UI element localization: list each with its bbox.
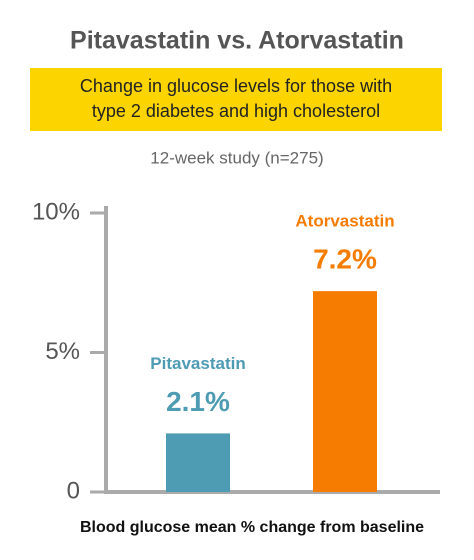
bar <box>313 291 377 492</box>
y-tick-label: 10% <box>32 198 80 225</box>
study-note: 12-week study (n=275) <box>150 148 323 167</box>
value-label: 7.2% <box>313 244 377 275</box>
x-axis-label: Blood glucose mean % change from baselin… <box>80 519 424 536</box>
y-tick-label: 0 <box>67 477 80 504</box>
y-tick-label: 5% <box>45 338 80 365</box>
bar <box>166 433 230 492</box>
bar-category-label: Pitavastatin <box>150 354 245 373</box>
subtitle: type 2 diabetes and high cholesterol <box>92 101 380 121</box>
chart-title: Pitavastatin vs. Atorvastatin <box>70 27 404 55</box>
bar-category-label: Atorvastatin <box>295 212 394 231</box>
subtitle-box <box>30 68 442 131</box>
subtitle: Change in glucose levels for those with <box>80 76 392 96</box>
value-label: 2.1% <box>166 386 230 417</box>
